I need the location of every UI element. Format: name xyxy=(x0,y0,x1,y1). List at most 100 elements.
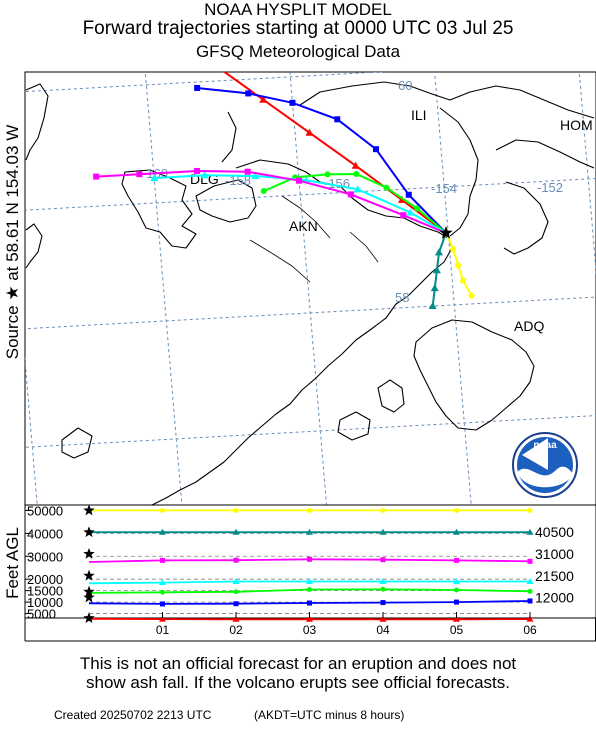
y-tick-label: 15000 xyxy=(27,584,63,599)
longitude-label: -152 xyxy=(537,180,563,195)
trajectory-point xyxy=(351,161,360,169)
height-point xyxy=(527,588,533,594)
trajectory-line xyxy=(96,169,447,234)
height-point xyxy=(380,557,386,563)
trajectory-point xyxy=(245,90,252,97)
height-point xyxy=(527,507,533,513)
height-point xyxy=(453,577,460,584)
disclaimer-line-1: This is not an official forecast for an … xyxy=(79,654,517,673)
height-start-star xyxy=(83,612,95,623)
height-point xyxy=(306,577,313,584)
height-point xyxy=(379,577,387,584)
longitude-line xyxy=(434,72,472,505)
latitude-label: 58 xyxy=(395,290,409,305)
height-point xyxy=(453,528,460,535)
height-point xyxy=(454,507,459,513)
latitude-label: 60 xyxy=(398,78,412,93)
height-point xyxy=(527,558,533,564)
trajectory-point xyxy=(200,171,209,179)
coastline-segment xyxy=(337,411,371,441)
height-point xyxy=(160,601,165,607)
trajectory-point xyxy=(296,177,303,184)
trajectory-point xyxy=(450,246,457,253)
trajectory-5 xyxy=(93,167,447,234)
trajectory-point xyxy=(175,46,183,53)
height-point xyxy=(159,528,166,535)
river xyxy=(281,195,331,239)
trajectory-point xyxy=(213,63,221,70)
x-tick-label: 01 xyxy=(156,623,170,637)
height-point xyxy=(454,599,459,605)
map-frame xyxy=(24,71,596,506)
coastline-segment xyxy=(495,139,595,169)
latitude-line xyxy=(25,177,596,211)
trajectory-point xyxy=(430,284,439,292)
longitude-line xyxy=(289,72,328,505)
trajectory-point xyxy=(305,128,314,136)
height-point xyxy=(233,557,239,563)
trajectory-point xyxy=(193,167,200,174)
coastline-segment xyxy=(25,83,49,161)
longitude-line xyxy=(144,72,183,505)
height-point xyxy=(159,615,166,622)
height-point xyxy=(380,507,386,513)
height-point xyxy=(159,579,166,586)
place-label-adq: ADQ xyxy=(514,318,544,334)
trajectory-point xyxy=(468,292,475,299)
longitude-line xyxy=(578,72,596,276)
trajectory-point xyxy=(194,84,201,91)
trajectory-2 xyxy=(194,84,447,234)
height-point xyxy=(160,589,165,595)
right-height-label: 12000 xyxy=(535,590,574,606)
height-point xyxy=(306,615,313,622)
height-start-star xyxy=(83,569,95,581)
trajectory-point xyxy=(289,99,296,106)
height-point xyxy=(307,556,312,562)
height-point xyxy=(233,601,239,607)
trajectory-point xyxy=(260,187,267,194)
height-point xyxy=(453,615,460,622)
height-series-4 xyxy=(83,569,534,586)
y-tick-label: 50000 xyxy=(27,503,63,518)
trajectory-point xyxy=(460,277,467,284)
right-height-label: 40500 xyxy=(535,524,574,540)
height-point xyxy=(307,600,312,606)
trajectory-point xyxy=(414,205,421,212)
y-tick-label: 30000 xyxy=(27,549,63,564)
right-height-label: 31000 xyxy=(535,546,574,562)
coastline-segment xyxy=(299,81,595,119)
trajectory-point xyxy=(372,146,379,153)
trajectory-6 xyxy=(428,232,447,310)
coastline-segment xyxy=(503,181,549,255)
x-tick-label: 06 xyxy=(523,623,537,637)
latitude-line xyxy=(25,72,388,93)
y-tick-label: 20000 xyxy=(27,572,63,587)
height-point xyxy=(233,507,239,513)
map-grid xyxy=(25,72,596,505)
x-tick-label: 05 xyxy=(450,623,464,637)
trajectory-point xyxy=(136,171,143,178)
river xyxy=(249,239,311,283)
height-point xyxy=(380,600,386,606)
coastline-segment xyxy=(151,159,453,505)
height-point xyxy=(379,528,387,535)
coastline-segment xyxy=(25,223,43,269)
trajectory-point xyxy=(259,95,268,103)
height-point xyxy=(526,615,534,622)
trajectory-point xyxy=(334,116,341,123)
x-tick-label: 02 xyxy=(229,623,243,637)
trajectory-point xyxy=(324,171,331,178)
trajectory-point xyxy=(150,174,159,182)
place-label-akn: AKN xyxy=(289,218,318,234)
height-point xyxy=(380,586,386,592)
coastline-segment xyxy=(413,319,535,431)
coastline-segment xyxy=(221,111,237,163)
height-start-star xyxy=(83,504,95,516)
trajectory-point xyxy=(353,170,360,177)
trajectory-point xyxy=(251,172,260,180)
river xyxy=(349,231,379,263)
data-source: GFSQ Meteorological Data xyxy=(195,42,401,61)
